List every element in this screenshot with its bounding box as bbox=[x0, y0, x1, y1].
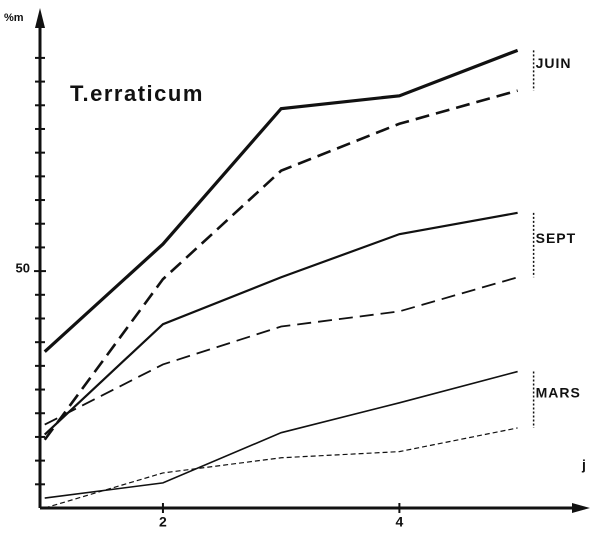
series-line bbox=[43, 89, 518, 441]
group-label: JUIN bbox=[536, 55, 572, 71]
y-axis-arrow bbox=[35, 8, 45, 28]
chart-title: T.erraticum bbox=[70, 81, 204, 106]
series-line bbox=[43, 48, 519, 353]
y-axis-label: %m bbox=[4, 12, 24, 24]
x-tick-label: 2 bbox=[159, 514, 167, 530]
series-line bbox=[44, 370, 518, 499]
y-tick-label: 50 bbox=[16, 261, 30, 276]
group-label: MARS bbox=[536, 384, 581, 400]
x-axis-label: j bbox=[581, 457, 586, 473]
x-tick-label: 4 bbox=[395, 514, 403, 530]
series-line bbox=[44, 427, 518, 509]
group-label: SEPT bbox=[536, 230, 577, 246]
series-line bbox=[44, 276, 518, 426]
series-line bbox=[43, 211, 518, 436]
